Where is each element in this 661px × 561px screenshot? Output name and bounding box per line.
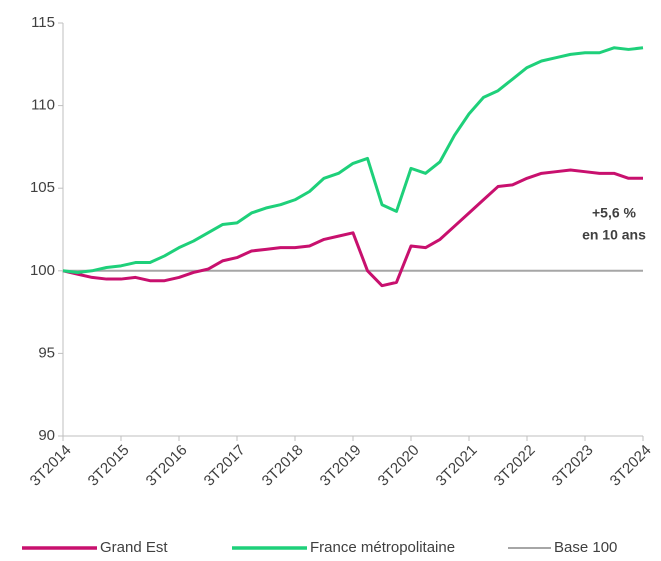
- y-tick-label: 115: [31, 14, 55, 31]
- x-tick-label: 3T2019: [317, 442, 365, 490]
- x-tick-label: 3T2018: [259, 442, 307, 490]
- y-tick-label: 100: [30, 262, 55, 279]
- x-tick-label: 3T2023: [549, 442, 597, 490]
- legend-label: Base 100: [554, 539, 617, 556]
- x-tick-label: 3T2020: [375, 442, 423, 490]
- legend-label: Grand Est: [100, 539, 168, 556]
- x-tick-label: 3T2024: [607, 442, 655, 490]
- x-tick-label: 3T2022: [491, 442, 539, 490]
- y-tick-label: 105: [30, 179, 55, 196]
- line-series: [62, 168, 643, 288]
- y-tick-label: 95: [38, 344, 55, 361]
- x-tick-label: 3T2014: [27, 442, 75, 490]
- annotation: +5,6 %: [592, 205, 637, 221]
- y-tick-label: 90: [38, 427, 55, 444]
- legend-label: France métropolitaine: [310, 539, 455, 556]
- x-tick-label: 3T2021: [433, 442, 481, 490]
- line-series: [62, 46, 644, 274]
- x-tick-label: 3T2017: [201, 442, 249, 490]
- y-tick-label: 110: [31, 97, 55, 114]
- x-tick-label: 3T2015: [85, 442, 133, 490]
- x-tick-label: 3T2016: [143, 442, 191, 490]
- annotation: en 10 ans: [582, 227, 646, 243]
